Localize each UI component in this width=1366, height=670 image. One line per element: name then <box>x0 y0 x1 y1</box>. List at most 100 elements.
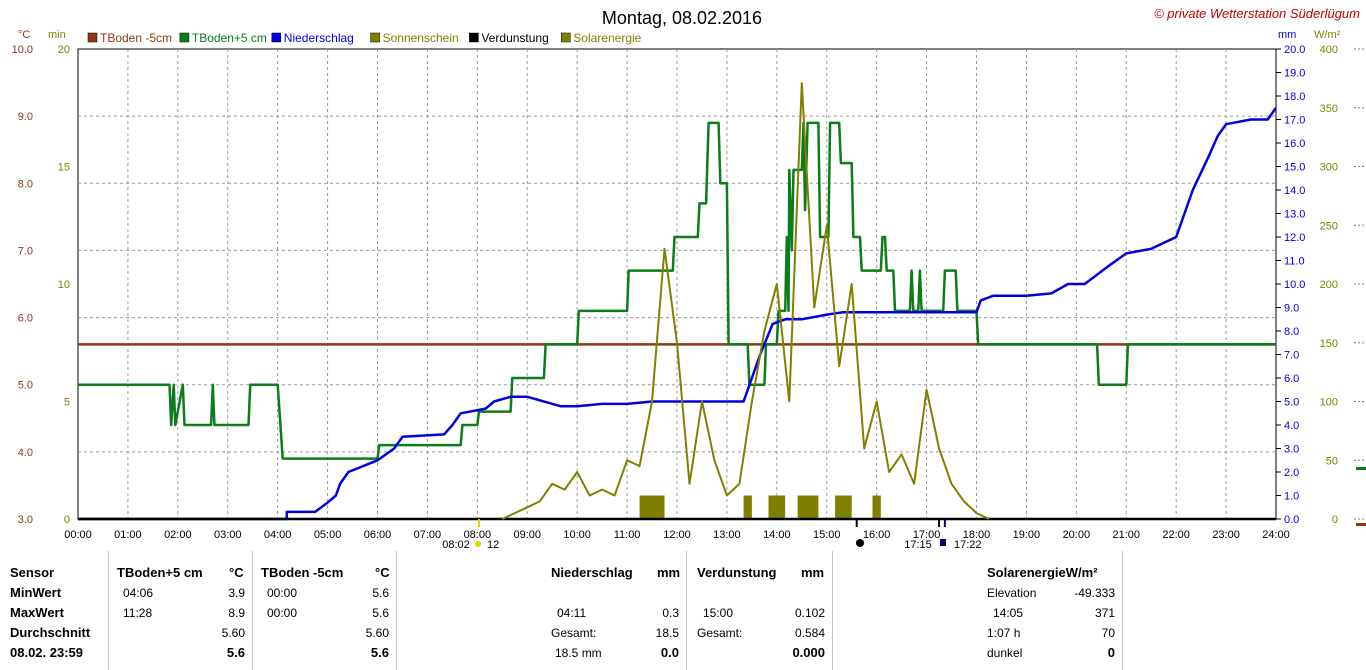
mm-tick-label: 17.0 <box>1284 115 1305 127</box>
mm-tick-label: 10.0 <box>1284 279 1305 291</box>
mm-tick-label: 0.0 <box>1284 514 1299 526</box>
verdunstung-time: 15:00 <box>703 606 734 620</box>
mm-tick-label: 4.0 <box>1284 420 1299 432</box>
col-verdunstung: Verdunstung mm 15:00 0.102 Gesamt: 0.584… <box>686 551 833 670</box>
verdunstung-val: 0.102 <box>794 606 825 620</box>
bar-sonnenschein <box>872 495 881 519</box>
tbodenm5-unit: °C <box>375 565 390 580</box>
wm2-tick-label: 100 <box>1320 397 1338 409</box>
chart-axes: 00:00 01:00 02:00 03:00 04:00 05:00 06:00 07:00… <box>12 44 1366 541</box>
chart-title: Montag, 08.02.2016 <box>602 8 762 28</box>
mm-unit-label: mm <box>1278 29 1296 41</box>
sunrise-extra-label: 12 <box>487 539 499 551</box>
x-tick-label: 09:00 <box>513 529 541 541</box>
temp-tick-label: 5.0 <box>18 380 33 392</box>
series-niederschlag <box>78 107 1278 521</box>
col-sensor: Sensor MinWert MaxWert Durchschnitt 08.0… <box>4 551 108 670</box>
legend-label: Niederschlag <box>284 31 354 45</box>
x-tick-label: 18:00 <box>963 529 991 541</box>
sunrise-label: 08:02 <box>442 539 470 551</box>
sunrise-icon <box>475 541 481 547</box>
mm-tick-label: 15.0 <box>1284 162 1305 174</box>
col-tboden5: TBoden+5 cm °C 04:06 3.9 11:28 8.9 5.60 … <box>108 551 253 670</box>
legend-swatch <box>271 32 282 43</box>
tbodenm5-avg: 5.60 <box>365 626 389 640</box>
row-label-current: 08.02. 23:59 <box>10 645 84 660</box>
temp-tick-label: 10.0 <box>12 44 33 56</box>
sensor-header: Sensor <box>10 565 55 580</box>
wm2-tick-label: 200 <box>1320 279 1338 291</box>
legend-swatch <box>469 32 479 43</box>
temp-tick-label: 6.0 <box>18 313 33 325</box>
verdunstung-header: Verdunstung <box>697 565 777 580</box>
copyright-label: © private Wetterstation Süderlügum <box>1154 6 1360 21</box>
x-tick-label: 24:00 <box>1262 529 1290 541</box>
mm-tick-label: 6.0 <box>1284 373 1299 385</box>
mm-tick-label: 3.0 <box>1284 444 1299 456</box>
sunset-b-label: 17:22 <box>954 539 982 551</box>
minutes-tick-label: 10 <box>58 279 70 291</box>
tbodenm5-min-time: 00:00 <box>267 586 298 600</box>
niederschlag-current-val: 0.0 <box>660 645 679 660</box>
tbodenm5-min-val: 5.6 <box>372 586 389 600</box>
mm-tick-label: 8.0 <box>1284 326 1299 338</box>
mm-tick-label: 14.0 <box>1284 185 1305 197</box>
moon-icon <box>856 539 864 547</box>
tboden5-max-time: 11:28 <box>123 606 153 620</box>
chart-legend: TBoden -5cm TBoden+5 cm Niederschlag Sonnen… <box>87 31 642 45</box>
col-empty <box>1122 551 1366 670</box>
x-tick-label: 22:00 <box>1162 529 1190 541</box>
x-tick-label: 15:00 <box>813 529 841 541</box>
outer-marker-green <box>1356 467 1366 470</box>
wm2-tick-label: 0 <box>1332 514 1338 526</box>
x-tick-label: 01:00 <box>114 529 142 541</box>
legend-label: TBoden -5cm <box>100 31 172 45</box>
niederschlag-header: Niederschlag <box>551 565 633 580</box>
mm-tick-label: 9.0 <box>1284 303 1299 315</box>
bar-sonnenschein <box>743 495 752 519</box>
x-tick-label: 00:00 <box>64 529 92 541</box>
weather-chart: Montag, 08.02.2016 © private Wetterstati… <box>12 6 1366 551</box>
minutes-unit-label: min <box>48 29 66 41</box>
minutes-tick-label: 20 <box>58 44 70 56</box>
tboden5-current: 5.6 <box>226 645 245 660</box>
x-tick-label: 14:00 <box>763 529 791 541</box>
niederschlag-current-label: 18.5 mm <box>555 646 602 660</box>
x-tick-label: 20:00 <box>1063 529 1091 541</box>
verdunstung-current-val: 0.000 <box>792 645 825 660</box>
minutes-tick-label: 15 <box>58 162 70 174</box>
verdunstung-gesamt-label: Gesamt: <box>697 626 743 640</box>
row-label-min: MinWert <box>10 585 62 600</box>
x-tick-label: 19:00 <box>1013 529 1041 541</box>
mm-tick-label: 20.0 <box>1284 44 1305 56</box>
tbodenm5-current: 5.6 <box>370 645 389 660</box>
minutes-tick-label: 5 <box>64 397 70 409</box>
x-tick-label: 13:00 <box>713 529 741 541</box>
legend-swatch <box>561 32 571 43</box>
x-tick-label: 02:00 <box>164 529 192 541</box>
tboden5-unit: °C <box>229 565 244 580</box>
temp-tick-label: 3.0 <box>18 514 33 526</box>
solar-duration-label: 1:07 h <box>987 626 1021 640</box>
legend-swatch <box>370 32 380 43</box>
x-tick-label: 04:00 <box>264 529 292 541</box>
niederschlag-gesamt-label: Gesamt: <box>551 626 597 640</box>
chart-series <box>78 82 1278 527</box>
niederschlag-val: 0.3 <box>662 606 679 620</box>
outer-marker-brown <box>1356 523 1366 526</box>
sunset-icon <box>940 539 946 546</box>
minutes-tick-label: 0 <box>64 514 70 526</box>
niederschlag-unit: mm <box>657 565 681 580</box>
wm2-tick-label: 50 <box>1326 455 1338 467</box>
wm2-unit-label: W/m² <box>1314 29 1341 41</box>
mm-tick-label: 7.0 <box>1284 350 1299 362</box>
solar-state-label: dunkel <box>987 646 1023 660</box>
legend-label: TBoden+5 cm <box>192 31 267 45</box>
temp-tick-label: 7.0 <box>18 245 33 257</box>
sun-markers: 08:02 12 17:15 17:22 <box>442 539 982 551</box>
x-tick-label: 05:00 <box>314 529 342 541</box>
x-tick-label: 10:00 <box>563 529 591 541</box>
bar-sonnenschein <box>768 495 786 519</box>
temp-tick-label: 8.0 <box>18 178 33 190</box>
niederschlag-time: 04:11 <box>557 606 587 620</box>
